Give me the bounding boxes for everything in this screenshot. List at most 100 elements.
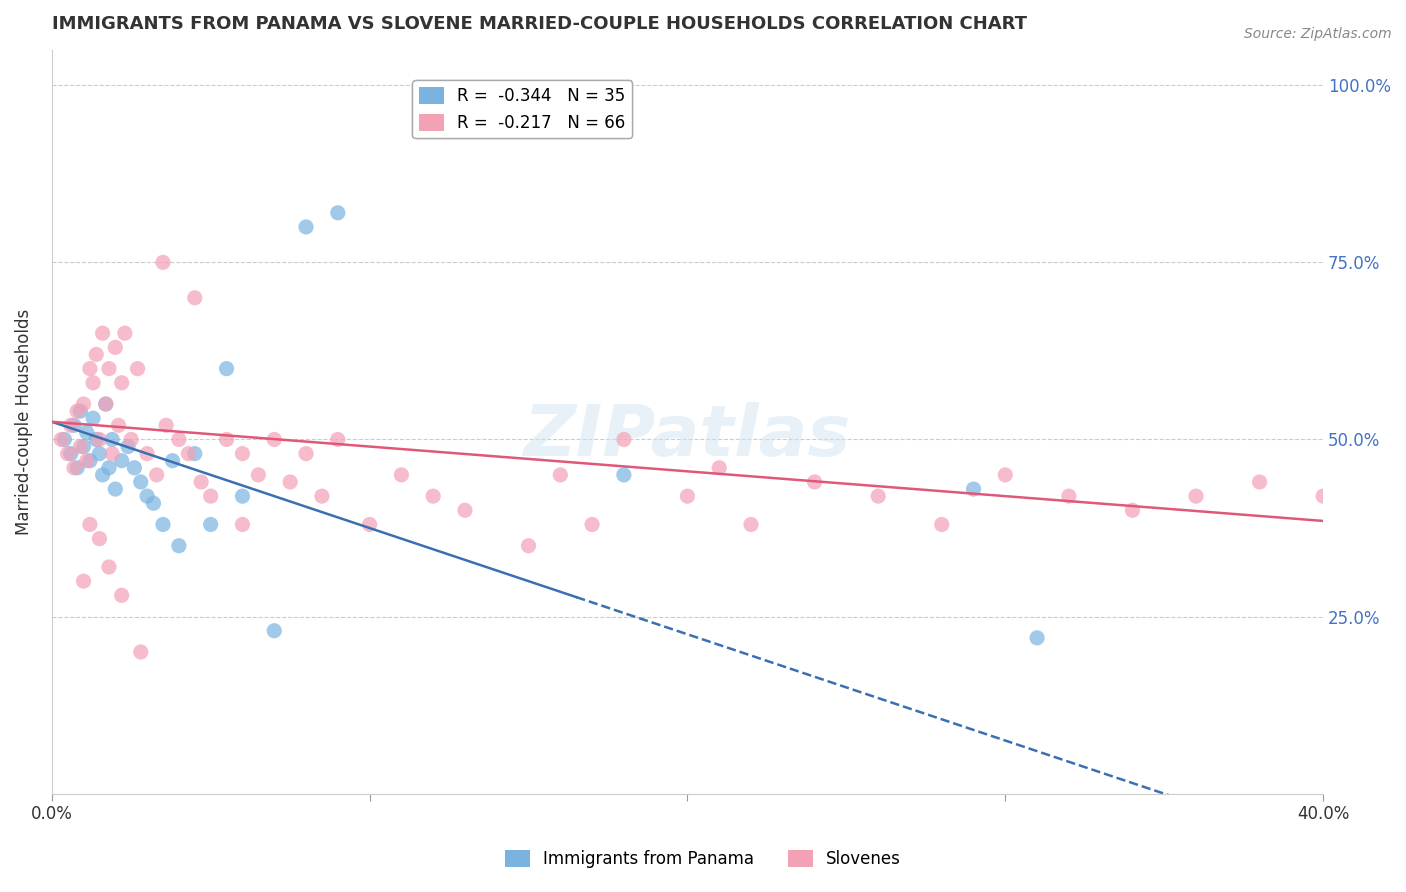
- Point: [295, 219, 318, 234]
- Point: [79, 453, 101, 467]
- Point: [82, 376, 104, 390]
- Point: [79, 361, 101, 376]
- Point: [295, 447, 318, 461]
- Point: [89, 433, 111, 447]
- Point: [1057, 489, 1080, 503]
- Point: [676, 489, 699, 503]
- Point: [190, 475, 212, 489]
- Point: [152, 517, 174, 532]
- Point: [66, 460, 89, 475]
- Point: [59, 447, 82, 461]
- Point: [1026, 631, 1049, 645]
- Point: [613, 433, 636, 447]
- Point: [120, 433, 142, 447]
- Point: [931, 517, 953, 532]
- Point: [59, 418, 82, 433]
- Point: [200, 517, 222, 532]
- Point: [97, 560, 120, 574]
- Point: [142, 496, 165, 510]
- Point: [263, 624, 285, 638]
- Point: [155, 418, 177, 433]
- Point: [215, 433, 238, 447]
- Legend: R =  -0.344   N = 35, R =  -0.217   N = 66: R = -0.344 N = 35, R = -0.217 N = 66: [412, 80, 633, 138]
- Point: [72, 440, 94, 454]
- Point: [1121, 503, 1143, 517]
- Point: [117, 440, 139, 454]
- Point: [91, 467, 114, 482]
- Point: [51, 433, 73, 447]
- Point: [76, 453, 98, 467]
- Point: [111, 376, 134, 390]
- Point: [97, 361, 120, 376]
- Point: [152, 255, 174, 269]
- Point: [184, 447, 207, 461]
- Point: [389, 467, 412, 482]
- Point: [63, 460, 86, 475]
- Point: [107, 418, 129, 433]
- Point: [63, 418, 86, 433]
- Point: [278, 475, 301, 489]
- Point: [84, 347, 107, 361]
- Text: IMMIGRANTS FROM PANAMA VS SLOVENE MARRIED-COUPLE HOUSEHOLDS CORRELATION CHART: IMMIGRANTS FROM PANAMA VS SLOVENE MARRIE…: [52, 15, 1026, 33]
- Text: Source: ZipAtlas.com: Source: ZipAtlas.com: [1244, 27, 1392, 41]
- Point: [104, 482, 127, 496]
- Point: [82, 411, 104, 425]
- Point: [162, 453, 184, 467]
- Point: [72, 397, 94, 411]
- Point: [56, 447, 79, 461]
- Point: [111, 453, 134, 467]
- Point: [1312, 489, 1334, 503]
- Point: [69, 440, 91, 454]
- Point: [111, 588, 134, 602]
- Point: [247, 467, 270, 482]
- Point: [127, 361, 149, 376]
- Point: [326, 433, 349, 447]
- Point: [868, 489, 890, 503]
- Point: [94, 397, 117, 411]
- Point: [517, 539, 540, 553]
- Point: [326, 206, 349, 220]
- Point: [1249, 475, 1271, 489]
- Point: [136, 447, 159, 461]
- Point: [89, 532, 111, 546]
- Point: [581, 517, 603, 532]
- Point: [962, 482, 984, 496]
- Point: [136, 489, 159, 503]
- Point: [994, 467, 1017, 482]
- Point: [97, 460, 120, 475]
- Point: [1185, 489, 1208, 503]
- Point: [101, 447, 124, 461]
- Point: [709, 460, 731, 475]
- Point: [263, 433, 285, 447]
- Point: [231, 489, 253, 503]
- Point: [124, 460, 146, 475]
- Point: [104, 340, 127, 354]
- Point: [76, 425, 98, 440]
- Point: [740, 517, 762, 532]
- Point: [613, 467, 636, 482]
- Point: [145, 467, 167, 482]
- Point: [84, 433, 107, 447]
- Point: [177, 447, 200, 461]
- Point: [167, 539, 190, 553]
- Y-axis label: Married-couple Households: Married-couple Households: [15, 309, 32, 535]
- Point: [359, 517, 381, 532]
- Point: [72, 574, 94, 589]
- Point: [422, 489, 444, 503]
- Point: [79, 517, 101, 532]
- Point: [550, 467, 572, 482]
- Point: [101, 433, 124, 447]
- Point: [94, 397, 117, 411]
- Point: [167, 433, 190, 447]
- Point: [129, 645, 152, 659]
- Point: [66, 404, 89, 418]
- Legend: Immigrants from Panama, Slovenes: Immigrants from Panama, Slovenes: [498, 843, 908, 875]
- Point: [89, 447, 111, 461]
- Point: [91, 326, 114, 341]
- Text: ZIPatlas: ZIPatlas: [524, 402, 851, 471]
- Point: [69, 404, 91, 418]
- Point: [311, 489, 333, 503]
- Point: [231, 517, 253, 532]
- Point: [129, 475, 152, 489]
- Point: [200, 489, 222, 503]
